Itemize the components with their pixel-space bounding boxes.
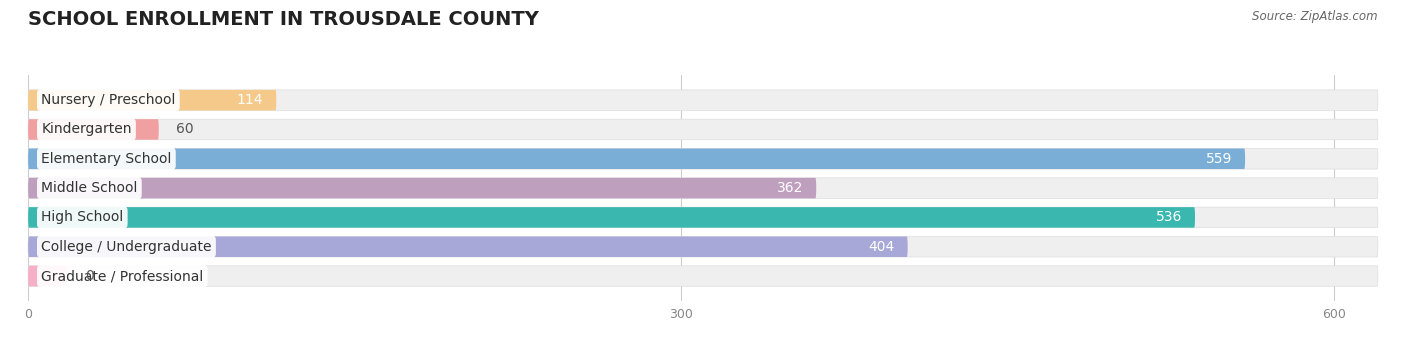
FancyBboxPatch shape	[28, 119, 1378, 140]
FancyBboxPatch shape	[28, 207, 1378, 228]
Text: Nursery / Preschool: Nursery / Preschool	[41, 93, 176, 107]
FancyBboxPatch shape	[28, 236, 1378, 257]
FancyBboxPatch shape	[28, 119, 159, 140]
Text: 536: 536	[1156, 210, 1182, 224]
Text: 362: 362	[776, 181, 803, 195]
FancyBboxPatch shape	[28, 236, 908, 257]
FancyBboxPatch shape	[28, 178, 817, 198]
FancyBboxPatch shape	[28, 148, 1378, 169]
FancyBboxPatch shape	[28, 148, 1246, 169]
Text: Source: ZipAtlas.com: Source: ZipAtlas.com	[1253, 10, 1378, 23]
Text: Elementary School: Elementary School	[41, 152, 172, 166]
FancyBboxPatch shape	[28, 266, 67, 286]
Text: Kindergarten: Kindergarten	[41, 122, 132, 136]
FancyBboxPatch shape	[28, 90, 277, 110]
Text: High School: High School	[41, 210, 124, 224]
Text: 404: 404	[869, 240, 894, 254]
FancyBboxPatch shape	[28, 90, 1378, 110]
Text: Middle School: Middle School	[41, 181, 138, 195]
Text: SCHOOL ENROLLMENT IN TROUSDALE COUNTY: SCHOOL ENROLLMENT IN TROUSDALE COUNTY	[28, 10, 538, 29]
Text: 559: 559	[1205, 152, 1232, 166]
FancyBboxPatch shape	[28, 266, 1378, 286]
FancyBboxPatch shape	[28, 178, 1378, 198]
Text: 60: 60	[176, 122, 194, 136]
Text: 0: 0	[84, 269, 93, 283]
Text: Graduate / Professional: Graduate / Professional	[41, 269, 204, 283]
FancyBboxPatch shape	[28, 207, 1195, 228]
Text: 114: 114	[236, 93, 263, 107]
Text: College / Undergraduate: College / Undergraduate	[41, 240, 212, 254]
